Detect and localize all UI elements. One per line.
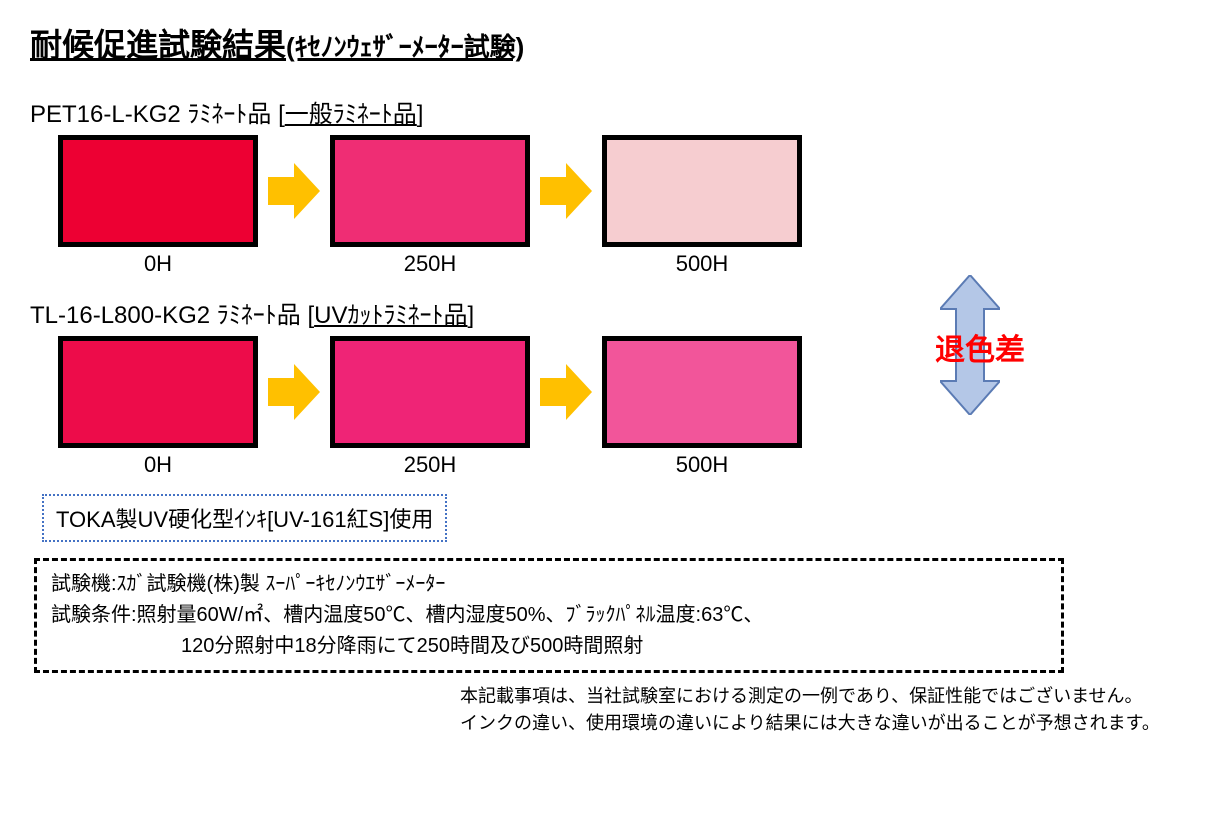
- swatch-a-500h: [602, 135, 802, 247]
- title-sub: (ｷｾﾉﾝｳｪｻﾞｰﾒｰﾀｰ試験): [286, 32, 524, 62]
- time-label: 0H: [58, 452, 258, 478]
- product-b-bracket: [UVｶｯﾄﾗﾐﾈｰﾄ品]: [307, 302, 474, 329]
- product-a-times: 0H 250H 500H: [58, 251, 1184, 277]
- arrow-right-icon: [530, 364, 602, 420]
- product-a-bracket: [一般ﾗﾐﾈｰﾄ品]: [278, 101, 423, 128]
- cond-line: 120分照射中18分降雨にて250時間及び500時間照射: [51, 631, 1047, 662]
- time-label: 0H: [58, 251, 258, 277]
- disclaimer: 本記載事項は、当社試験室における測定の一例であり、保証性能ではございません。 イ…: [460, 683, 1184, 737]
- arrow-right-icon: [530, 163, 602, 219]
- product-b-times: 0H 250H 500H: [58, 452, 1184, 478]
- time-label: 500H: [602, 251, 802, 277]
- cond-line: 試験条件:照射量60W/㎡、槽内温度50℃、槽内湿度50%、ﾌﾞﾗｯｸﾊﾟﾈﾙ温…: [51, 600, 1047, 631]
- time-label: 250H: [330, 251, 530, 277]
- arrow-right-icon: [258, 163, 330, 219]
- swatch-b-0h: [58, 336, 258, 448]
- product-a-code: PET16-L-KG2 ﾗﾐﾈｰﾄ品: [30, 101, 271, 128]
- conditions-box: 試験機:ｽｶﾞ試験機(株)製 ｽｰﾊﾟｰｷｾﾉﾝｳｴｻﾞｰﾒｰﾀｰ 試験条件:照…: [34, 558, 1064, 673]
- cond-line: 試験機:ｽｶﾞ試験機(株)製 ｽｰﾊﾟｰｷｾﾉﾝｳｴｻﾞｰﾒｰﾀｰ: [51, 569, 1047, 600]
- ink-info-box: TOKA製UV硬化型ｲﾝｷ[UV-161紅S]使用: [42, 494, 447, 542]
- product-b-code: TL-16-L800-KG2 ﾗﾐﾈｰﾄ品: [30, 302, 301, 329]
- time-label: 250H: [330, 452, 530, 478]
- swatch-b-500h: [602, 336, 802, 448]
- product-a-swatch-row: [58, 135, 1184, 247]
- fade-diff-label: 退色差: [935, 325, 1025, 369]
- swatch-b-250h: [330, 336, 530, 448]
- arrow-right-icon: [258, 364, 330, 420]
- swatch-a-250h: [330, 135, 530, 247]
- page-title: 耐候促進試験結果(ｷｾﾉﾝｳｪｻﾞｰﾒｰﾀｰ試験): [30, 20, 1184, 66]
- swatch-a-0h: [58, 135, 258, 247]
- disclaimer-line: インクの違い、使用環境の違いにより結果には大きな違いが出ることが予想されます。: [460, 710, 1184, 737]
- time-label: 500H: [602, 452, 802, 478]
- title-main: 耐候促進試験結果: [30, 27, 286, 63]
- disclaimer-line: 本記載事項は、当社試験室における測定の一例であり、保証性能ではございません。: [460, 683, 1184, 710]
- product-a-label: PET16-L-KG2 ﾗﾐﾈｰﾄ品 [一般ﾗﾐﾈｰﾄ品]: [30, 94, 1184, 129]
